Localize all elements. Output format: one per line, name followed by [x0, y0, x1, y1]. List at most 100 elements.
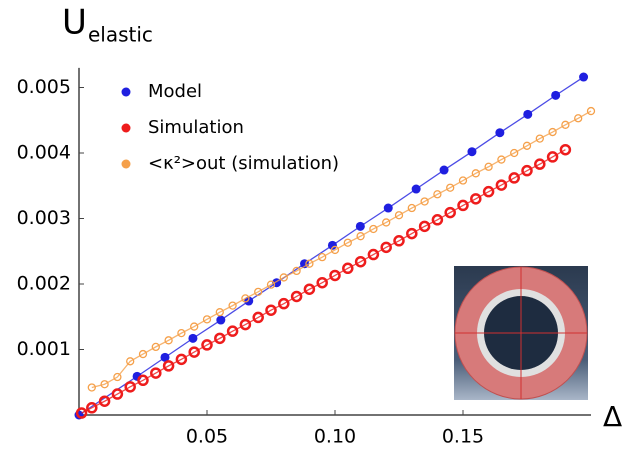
series-line: [78, 76, 584, 416]
legend-marker: [121, 123, 131, 133]
y-tick-label: 0.003: [17, 207, 71, 229]
point: [484, 162, 493, 171]
point: [559, 143, 572, 156]
point: [279, 273, 288, 282]
point: [215, 308, 224, 317]
point: [244, 296, 254, 306]
inset-image: [454, 266, 588, 400]
point: [202, 315, 212, 324]
point: [354, 255, 367, 268]
point: [86, 402, 98, 414]
point: [521, 164, 533, 177]
x-tick-label: 0.05: [186, 426, 228, 448]
point: [411, 184, 421, 194]
point: [175, 353, 188, 366]
x-tick-label: 0.10: [314, 426, 356, 448]
point: [292, 266, 301, 276]
point: [303, 283, 316, 295]
y-axis-label: U: [62, 3, 87, 43]
point: [439, 165, 449, 175]
point: [75, 407, 88, 419]
point: [380, 241, 392, 254]
point: [160, 352, 170, 362]
point: [470, 193, 482, 205]
point: [383, 203, 393, 213]
legend-marker: [121, 159, 131, 169]
x-axis-label: Δ: [603, 400, 622, 433]
point: [444, 206, 456, 219]
point: [111, 388, 124, 400]
x-tick-label: 0.15: [442, 426, 484, 448]
point: [266, 280, 276, 289]
point: [254, 287, 263, 297]
point: [418, 220, 431, 233]
point: [355, 221, 365, 231]
point: [305, 259, 314, 268]
point: [561, 120, 570, 129]
legend-label: Model: [148, 81, 202, 102]
y-tick-label: 0.004: [17, 142, 71, 164]
y-tick-label: 0.001: [17, 338, 71, 360]
point: [214, 332, 226, 345]
point: [393, 235, 405, 247]
point: [98, 395, 111, 407]
point: [586, 106, 596, 116]
point: [356, 232, 365, 241]
point: [407, 203, 416, 213]
point: [201, 339, 213, 351]
point: [239, 318, 252, 331]
point: [522, 141, 532, 150]
legend-marker: [121, 87, 131, 97]
point: [177, 328, 186, 338]
point: [535, 134, 544, 143]
point: [546, 151, 559, 163]
point: [252, 311, 264, 324]
point: [367, 248, 380, 261]
point: [290, 290, 303, 303]
point: [433, 190, 442, 199]
point: [228, 301, 237, 310]
point: [495, 128, 505, 138]
point: [534, 158, 546, 170]
point: [190, 322, 199, 331]
y-tick-label: 0.002: [17, 273, 71, 295]
legend-label: <κ²>out (simulation): [148, 153, 339, 174]
point: [343, 238, 352, 247]
point: [241, 294, 250, 303]
point: [216, 315, 226, 325]
point: [406, 227, 418, 240]
y-tick-label: 0.005: [17, 76, 71, 98]
point: [579, 72, 589, 82]
legend-label: Simulation: [148, 117, 244, 138]
point: [226, 325, 239, 337]
point: [150, 367, 162, 379]
point: [369, 224, 378, 234]
point: [574, 114, 583, 123]
point: [548, 127, 557, 137]
point: [495, 179, 508, 191]
point: [278, 297, 290, 310]
point: [138, 349, 148, 359]
point: [164, 336, 173, 345]
point: [151, 342, 160, 352]
point: [137, 374, 149, 387]
point: [100, 380, 109, 389]
point: [446, 183, 455, 192]
point: [124, 381, 136, 393]
point: [188, 333, 198, 343]
point: [188, 346, 200, 358]
point: [497, 155, 506, 164]
point: [382, 218, 391, 227]
series-line: [91, 110, 592, 389]
point: [126, 357, 135, 366]
point: [482, 185, 495, 198]
point: [508, 172, 520, 184]
point: [162, 360, 175, 372]
point: [342, 262, 354, 275]
point: [551, 90, 561, 100]
point: [318, 252, 327, 262]
point: [394, 211, 404, 220]
point: [471, 169, 480, 178]
point: [458, 176, 468, 185]
